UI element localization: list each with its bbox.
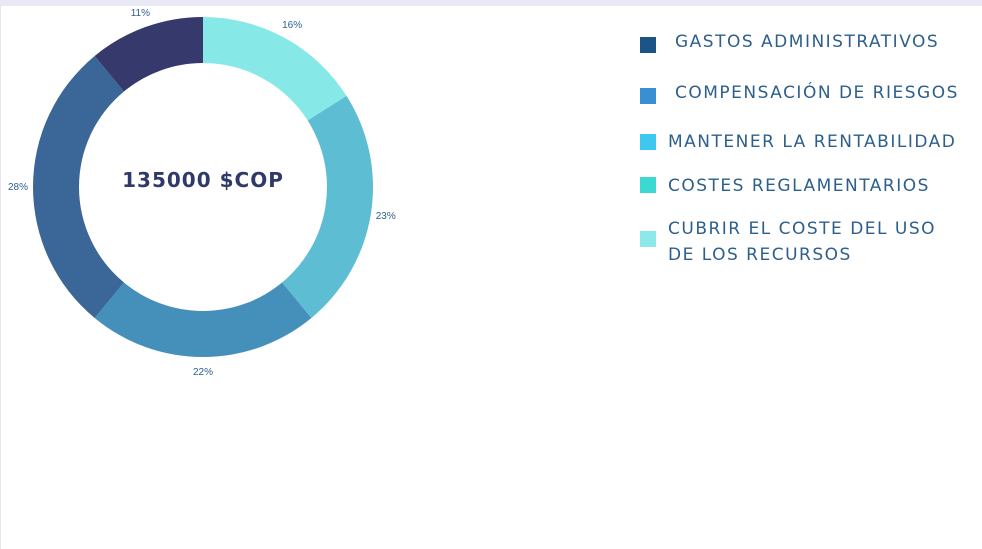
top-strip [0,0,982,6]
donut-chart: 16% 23% 22% 28% 11% [8,8,396,378]
slice-percent-label: 11% [131,8,150,19]
legend-label-line-1: CUBRIR EL COSTE DEL USO [668,219,937,239]
left-edge [0,6,1,549]
donut-center-total: 135000 $COP [122,168,284,192]
donut-slice-4[interactable] [94,16,203,92]
donut-slice-1[interactable] [282,95,373,318]
legend-swatch [640,177,656,193]
donut-slice-3[interactable] [33,56,124,318]
slice-percent-label: 23% [376,211,396,222]
legend-label: GASTOS ADMINISTRATIVOS [675,32,940,52]
donut-slice-2[interactable] [94,282,312,357]
slice-percent-label: 22% [193,367,213,378]
donut-slice-0[interactable] [203,17,347,121]
slice-percent-label: 16% [282,20,302,31]
legend-label: COMPENSACIÓN DE RIESGOS [675,83,959,103]
legend-label-line-2: DE LOS RECURSOS [668,245,852,265]
legend-label: COSTES REGLAMENTARIOS [668,176,930,196]
legend-swatch [640,88,656,104]
legend-swatch [640,37,656,53]
legend-swatch [640,134,656,150]
legend-swatch [640,231,656,247]
legend-label: MANTENER LA RENTABILIDAD [668,132,957,152]
slice-percent-label: 28% [8,182,28,193]
